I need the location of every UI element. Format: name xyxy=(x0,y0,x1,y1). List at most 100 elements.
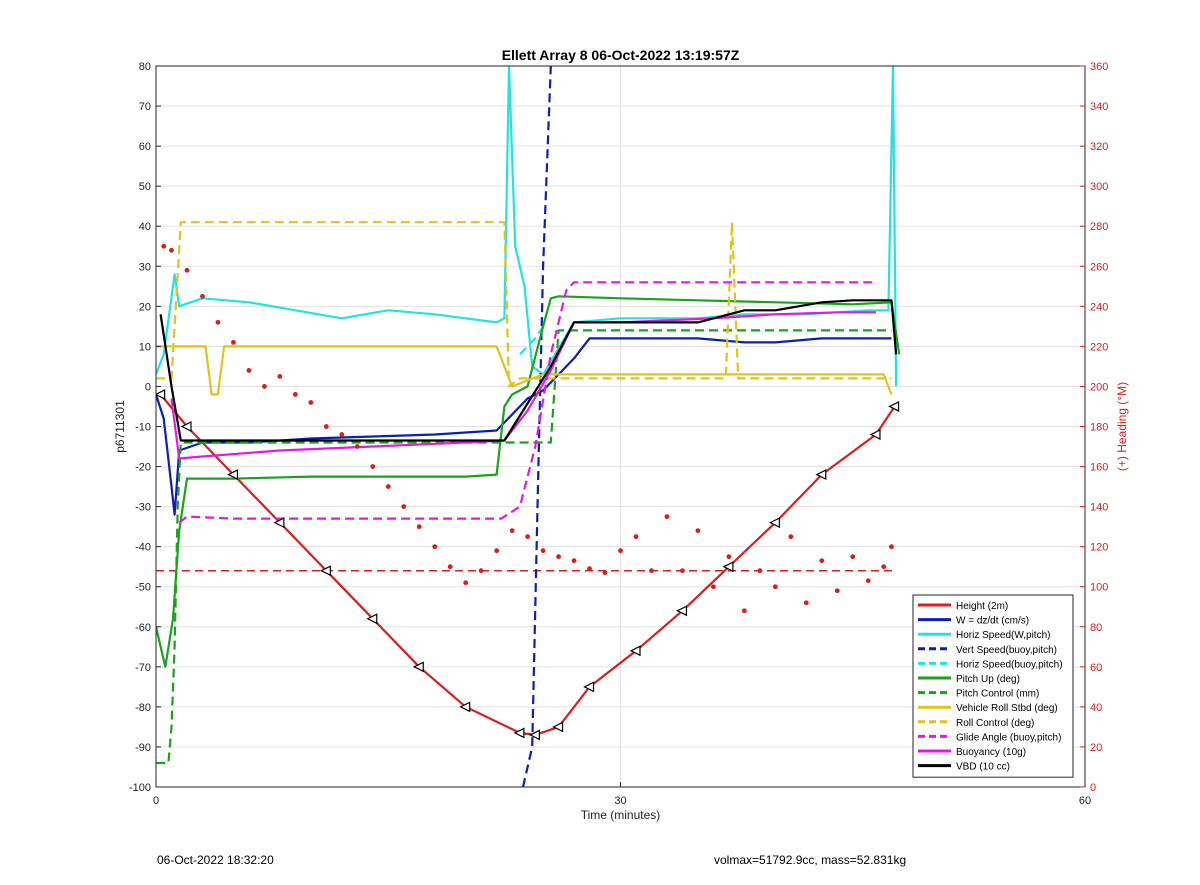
y2-tick-label: 280 xyxy=(1090,221,1108,233)
height-marker xyxy=(583,681,595,693)
series-line-5 xyxy=(156,295,901,668)
y2-tick-label: 340 xyxy=(1090,101,1108,113)
y-axis-label: p6711301 xyxy=(113,400,127,453)
y-tick-label: 40 xyxy=(139,221,151,233)
y-tick-label: 80 xyxy=(139,61,151,73)
x-tick-label: 0 xyxy=(153,795,159,807)
series-line-7 xyxy=(156,345,893,396)
y-tick-label: 30 xyxy=(139,261,151,273)
heading-dot xyxy=(509,528,515,534)
y-tick-label: 20 xyxy=(139,301,151,313)
legend-label-10: Buoyancy (10g) xyxy=(956,747,1026,758)
legend-label-1: W = dz/dt (cm/s) xyxy=(956,616,1029,627)
heading-dot xyxy=(633,534,639,540)
height-marker xyxy=(768,517,780,529)
y-tick-label: 50 xyxy=(139,181,151,193)
heading-dot xyxy=(416,524,422,530)
y2-tick-label: 140 xyxy=(1090,502,1108,514)
heading-dot xyxy=(308,400,314,405)
y-tick-label: 60 xyxy=(139,141,151,153)
heading-dot xyxy=(788,534,794,540)
footer-volmax-mass: volmax=51792.9cc, mass=52.831kg xyxy=(714,853,907,867)
series-line-11 xyxy=(159,299,898,442)
y2-tick-label: 260 xyxy=(1090,261,1108,273)
legend-label-6: Pitch Control (mm) xyxy=(956,689,1039,700)
y2-tick-label: 60 xyxy=(1090,662,1102,674)
y-tick-label: -10 xyxy=(135,422,151,434)
y2-tick-label: 200 xyxy=(1090,381,1108,393)
legend-label-2: Horiz Speed(W,pitch) xyxy=(956,630,1050,641)
series-line-1 xyxy=(156,337,892,516)
heading-dot xyxy=(261,384,267,389)
heading-dot xyxy=(200,293,205,299)
heading-dot xyxy=(339,432,345,437)
y-tick-label: -20 xyxy=(135,462,151,474)
y-tick-label: -100 xyxy=(129,782,151,794)
heading-dot xyxy=(889,544,894,550)
heading-dot xyxy=(618,548,623,554)
y-tick-label: -70 xyxy=(135,662,151,674)
height-marker xyxy=(815,469,827,481)
series-line-8 xyxy=(156,221,892,388)
heading-dot xyxy=(292,392,298,397)
y2-tick-label: 120 xyxy=(1090,542,1108,554)
height-marker xyxy=(888,401,900,412)
height-marker xyxy=(869,429,881,440)
y-tick-label: -90 xyxy=(135,742,151,754)
y2-tick-label: 100 xyxy=(1090,582,1108,594)
x-tick-label: 30 xyxy=(614,795,626,807)
y-tick-label: 0 xyxy=(145,381,151,393)
heading-dot xyxy=(772,584,778,590)
legend-label-3: Vert Speed(buoy,pitch) xyxy=(956,645,1057,656)
series-line-3 xyxy=(521,66,552,787)
heading-dot xyxy=(741,608,747,614)
x-tick-label: 60 xyxy=(1079,795,1091,807)
legend-label-8: Roll Control (deg) xyxy=(956,718,1034,729)
series-group xyxy=(156,66,901,787)
y-tick-label: 70 xyxy=(139,101,151,113)
y2-tick-label: 20 xyxy=(1090,742,1102,754)
heading-dot xyxy=(711,584,716,590)
heading-dot xyxy=(354,444,360,449)
heading-dot xyxy=(757,568,763,574)
height-marker xyxy=(513,727,525,739)
heading-dot xyxy=(726,554,732,560)
heading-dot xyxy=(215,319,221,325)
heading-dot xyxy=(602,570,608,576)
y-tick-label: -40 xyxy=(135,542,151,554)
height-marker xyxy=(412,661,424,673)
heading-dot xyxy=(556,554,561,560)
heading-dot xyxy=(478,568,484,574)
footer-timestamp: 06-Oct-2022 18:32:20 xyxy=(157,853,274,867)
heading-dot xyxy=(370,464,376,469)
heading-dot xyxy=(664,514,670,520)
legend-label-9: Glide Angle (buoy,pitch) xyxy=(956,732,1061,743)
y2-tick-label: 360 xyxy=(1090,61,1108,73)
legend-label-5: Pitch Up (deg) xyxy=(956,674,1020,685)
series-line-10 xyxy=(170,311,876,460)
series-line-9 xyxy=(178,281,876,524)
height-marker xyxy=(629,645,641,657)
y2-tick-label: 240 xyxy=(1090,301,1108,313)
heading-dot xyxy=(850,554,856,560)
y-tick-label: 10 xyxy=(139,341,151,353)
height-marker xyxy=(180,421,192,432)
y2-tick-label: 300 xyxy=(1090,181,1108,193)
y2-tick-label: 40 xyxy=(1090,702,1102,714)
heading-dot xyxy=(432,544,438,550)
legend-box xyxy=(912,594,1074,778)
heading-dot xyxy=(494,548,500,554)
heading-dot xyxy=(323,424,329,429)
y2-tick-label: 80 xyxy=(1090,622,1102,634)
height-marker xyxy=(273,517,285,529)
heading-dot xyxy=(803,600,809,606)
heading-dot xyxy=(184,267,190,273)
height-marker xyxy=(156,388,166,400)
y2-tick-label: 160 xyxy=(1090,462,1108,474)
y2-axis-label: (+) Heading (°M) xyxy=(1115,382,1129,471)
height-marker xyxy=(722,561,734,573)
height-marker xyxy=(676,605,688,617)
heading-dot xyxy=(401,504,407,510)
y2-tick-label: 220 xyxy=(1090,341,1108,353)
legend-label-0: Height (2m) xyxy=(956,601,1008,612)
